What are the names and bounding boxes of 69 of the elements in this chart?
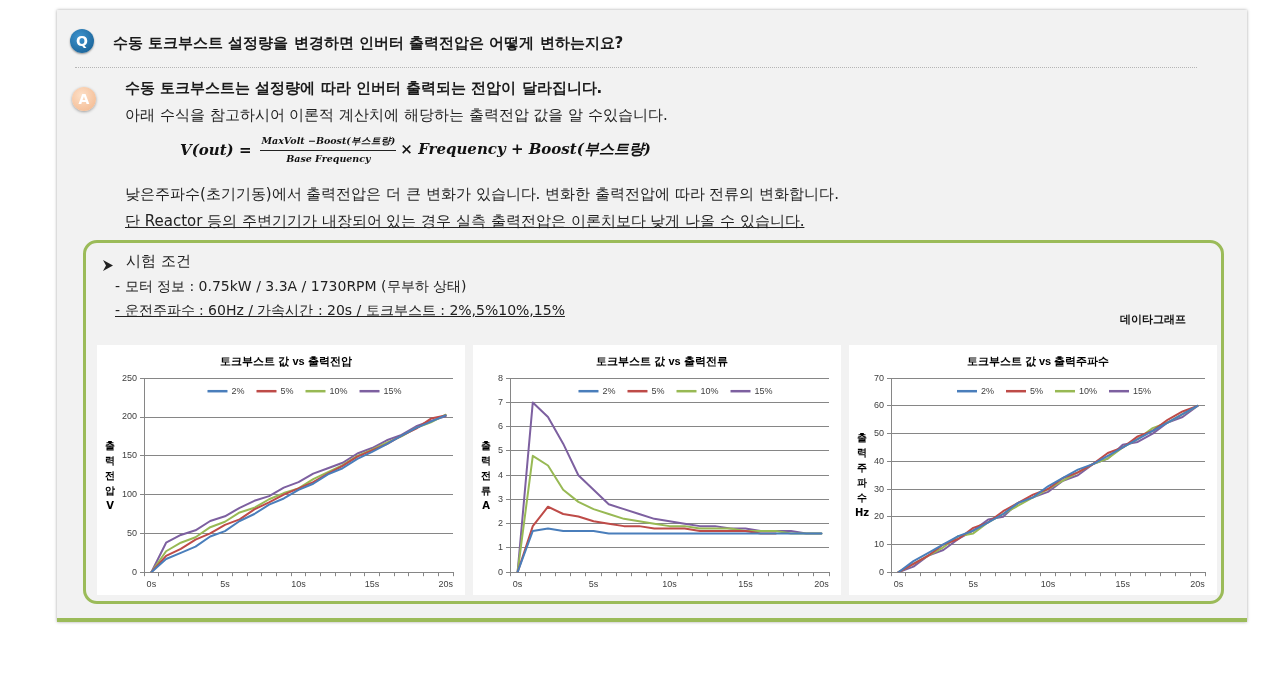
- x-tick-label: 20s: [438, 579, 454, 590]
- y-tick-label: 6: [497, 421, 504, 432]
- x-tick-label: 20s: [1190, 579, 1206, 590]
- y-tick-label: 3: [497, 493, 504, 504]
- text: 시험 조건: [126, 252, 191, 271]
- text: V(out) =: [180, 140, 252, 159]
- x-tick-label: 0s: [146, 579, 157, 590]
- legend-label: 5%: [1029, 385, 1044, 396]
- y-tick-label: 50: [874, 428, 885, 439]
- y-tick-label: 8: [497, 372, 504, 383]
- y-tick-label: 5: [497, 445, 504, 456]
- x-tick-label: 10s: [662, 579, 678, 590]
- y-tick-label: 0: [497, 566, 504, 577]
- x-tick-label: 15s: [738, 579, 754, 590]
- y-tick-label: 4: [497, 469, 504, 480]
- text: × Frequency + Boost(부스트량): [400, 140, 651, 159]
- x-tick-label: 0s: [512, 579, 523, 590]
- text: 낮은주파수(초기기동)에서 출력전압은 더 큰 변화가 있습니다. 변화한 출력전압에 따라 전류의 변화합니다.: [125, 185, 839, 204]
- y-tick-label: 10: [874, 538, 885, 549]
- y-axis-title: 출력주파수 Hz: [853, 431, 871, 521]
- x-tick-label: 5s: [588, 579, 599, 590]
- legend-label: 10%: [1079, 385, 1098, 396]
- text: - 모터 정보 : 0.75kW / 3.3A / 1730RPM (무부하 상태): [115, 278, 467, 296]
- chart-title: 토크부스트 값 vs 출력전류: [596, 354, 728, 367]
- legend-label: 10%: [700, 385, 719, 396]
- legend-label: 15%: [754, 385, 773, 396]
- legend-label: 2%: [980, 385, 994, 396]
- text: 단 Reactor 등의 주변기기가 내장되어 있는 경우 실측 출력전압은 이론치보다 낮게 나올 수 있습니다.: [125, 212, 805, 231]
- legend-label: 2%: [602, 385, 616, 396]
- text: - 운전주파수 : 60Hz / 가속시간 : 20s / 토크부스트 : 2%,5%10%,15%: [115, 302, 565, 320]
- y-tick-label: 200: [121, 411, 138, 422]
- chart-title: 토크부스트 값 vs 출력주파수: [966, 354, 1110, 367]
- text: Base Frequency: [286, 152, 371, 164]
- y-tick-label: 150: [121, 450, 138, 461]
- text: 데이타그래프: [1120, 312, 1186, 327]
- y-tick-label: 250: [121, 372, 138, 383]
- text: 수동 토크부스트 설정량을 변경하면 인버터 출력전압은 어떻게 변하는지요?: [113, 34, 624, 53]
- text: 아래 수식을 참고하시어 이론적 계산치에 해당하는 출력전압 값을 알 수있습니다.: [125, 106, 668, 125]
- y-tick-label: 100: [121, 489, 138, 500]
- x-tick-label: 10s: [1040, 579, 1056, 590]
- y-tick-label: 0: [879, 566, 885, 577]
- x-tick-label: 15s: [1115, 579, 1131, 590]
- x-tick-label: 5s: [220, 579, 231, 590]
- legend-label: 5%: [280, 385, 294, 396]
- legend-label: 15%: [1133, 385, 1152, 396]
- y-tick-label: 30: [874, 483, 885, 494]
- y-axis-title: 출력전압 V: [104, 438, 116, 513]
- y-tick-label: 7: [497, 396, 504, 407]
- legend-label: 5%: [651, 385, 665, 396]
- x-tick-label: 10s: [291, 579, 307, 590]
- y-tick-label: 20: [874, 511, 885, 522]
- text: MaxVolt −Boost(부스트량): [260, 135, 397, 151]
- y-tick-label: 2: [497, 518, 504, 529]
- y-tick-label: 70: [874, 372, 885, 383]
- legend-label: 2%: [231, 385, 245, 396]
- chart-title: 토크부스트 값 vs 출력전압: [220, 354, 352, 367]
- y-tick-label: 1: [497, 542, 504, 553]
- text: 수동 토크부스트는 설정량에 따라 인버터 출력되는 전압이 달라집니다.: [125, 79, 603, 98]
- y-tick-label: 40: [874, 455, 885, 466]
- y-tick-label: 50: [127, 527, 138, 538]
- legend-label: 10%: [329, 385, 348, 396]
- y-tick-label: 0: [132, 566, 138, 577]
- y-tick-label: 60: [874, 400, 885, 411]
- x-tick-label: 20s: [814, 579, 830, 590]
- x-tick-label: 0s: [893, 579, 904, 590]
- legend-label: 15%: [383, 385, 402, 396]
- x-tick-label: 5s: [968, 579, 979, 590]
- x-tick-label: 15s: [364, 579, 380, 590]
- y-axis-title: 출력전류 A: [480, 438, 492, 513]
